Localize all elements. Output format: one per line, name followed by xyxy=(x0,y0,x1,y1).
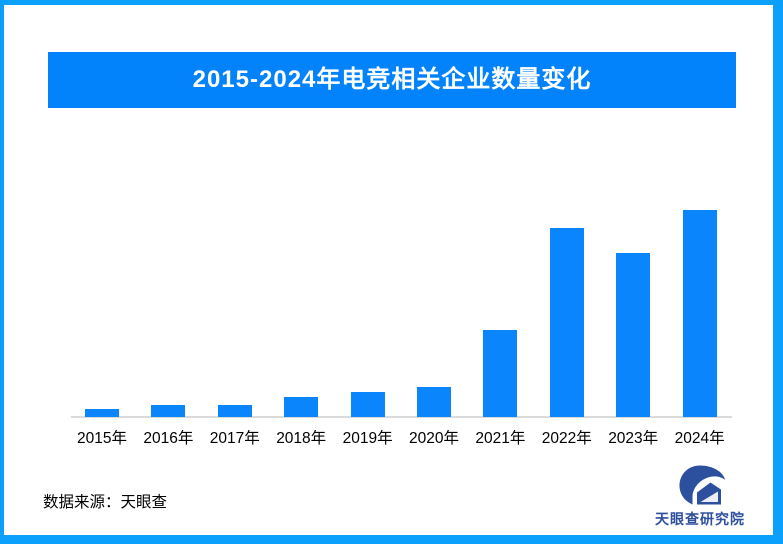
bar-2019年 xyxy=(350,392,385,417)
bar-2015年 xyxy=(85,408,119,417)
tianyancha-eye-house-icon xyxy=(679,465,726,505)
x-axis-label-2023年: 2023年 xyxy=(608,430,659,447)
tianyancha-logo-text: 天眼查研究院 xyxy=(655,511,745,527)
x-axis-label-2015年: 2015年 xyxy=(77,430,127,447)
bar-2016年 xyxy=(151,405,186,417)
x-axis-label-2021年: 2021年 xyxy=(475,430,526,447)
bar-2022年 xyxy=(549,227,584,417)
bar-2021年 xyxy=(483,330,518,417)
bar-2024年 xyxy=(682,210,717,417)
x-axis-label-2019年: 2019年 xyxy=(342,430,393,447)
x-axis-label-2022年: 2022年 xyxy=(541,430,592,447)
bar-2023年 xyxy=(616,253,651,417)
bar-2017年 xyxy=(217,404,252,417)
data-source-note: 数据来源：天眼查 xyxy=(43,494,168,511)
tianyancha-logo: 天眼查研究院 xyxy=(650,464,750,529)
x-axis-label-2016年: 2016年 xyxy=(143,430,194,447)
x-axis-label-2018年: 2018年 xyxy=(276,430,327,447)
x-axis-label-2017年: 2017年 xyxy=(209,430,260,447)
title-banner: 2015-2024年电竞相关企业数量变化 xyxy=(48,52,736,108)
chart-title: 2015-2024年电竞相关企业数量变化 xyxy=(192,66,592,93)
bar-2018年 xyxy=(284,397,319,417)
bar-2020年 xyxy=(417,387,451,417)
x-axis-label-2020年: 2020年 xyxy=(409,430,459,447)
x-axis-line xyxy=(71,416,732,418)
x-axis-label-2024年: 2024年 xyxy=(674,430,725,447)
